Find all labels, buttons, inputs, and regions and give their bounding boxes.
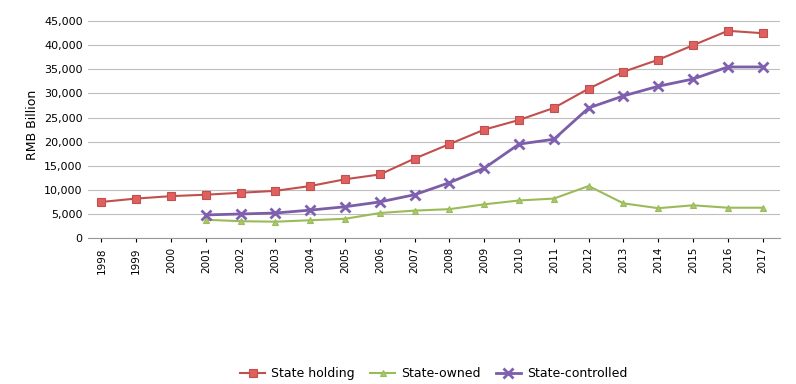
- State-owned: [654, 206, 663, 210]
- Line: State-controlled: State-controlled: [201, 62, 767, 220]
- State-owned: [306, 218, 315, 223]
- Legend: State holding, State-owned, State-controlled: State holding, State-owned, State-contro…: [235, 362, 633, 384]
- State holding: [479, 127, 489, 132]
- State-controlled: [236, 212, 245, 216]
- State-owned: [618, 201, 628, 206]
- State-controlled: [689, 77, 698, 81]
- State-controlled: [723, 65, 732, 69]
- State holding: [689, 43, 698, 48]
- State holding: [341, 177, 350, 182]
- State holding: [410, 156, 419, 161]
- State-controlled: [201, 213, 211, 217]
- State-owned: [584, 184, 594, 188]
- State holding: [549, 106, 559, 110]
- State holding: [375, 172, 384, 177]
- State-owned: [689, 203, 698, 208]
- State-controlled: [618, 94, 628, 98]
- State-controlled: [654, 84, 663, 89]
- State-owned: [479, 202, 489, 207]
- State holding: [271, 189, 280, 193]
- State-owned: [410, 208, 419, 213]
- State-owned: [201, 217, 211, 222]
- State-controlled: [514, 142, 524, 146]
- State holding: [758, 31, 767, 35]
- State holding: [131, 196, 141, 201]
- State-owned: [271, 219, 280, 224]
- State-owned: [341, 217, 350, 221]
- State-controlled: [584, 106, 594, 110]
- State holding: [618, 70, 628, 74]
- State-owned: [236, 219, 245, 223]
- State-controlled: [375, 200, 384, 204]
- State holding: [236, 190, 245, 195]
- State holding: [723, 28, 732, 33]
- Line: State-owned: State-owned: [202, 182, 767, 225]
- State-owned: [758, 205, 767, 210]
- State-owned: [375, 211, 384, 215]
- State-owned: [445, 207, 455, 212]
- State-controlled: [410, 192, 419, 197]
- State holding: [306, 184, 315, 188]
- State holding: [584, 86, 594, 91]
- State-owned: [514, 198, 524, 203]
- State holding: [654, 58, 663, 62]
- State-controlled: [271, 211, 280, 215]
- State-controlled: [549, 137, 559, 142]
- State-owned: [723, 205, 732, 210]
- State-controlled: [341, 204, 350, 209]
- State holding: [514, 118, 524, 122]
- State-controlled: [479, 166, 489, 170]
- Y-axis label: RMB Billion: RMB Billion: [25, 90, 38, 160]
- Line: State holding: State holding: [97, 26, 767, 206]
- State holding: [445, 142, 455, 146]
- State holding: [96, 200, 106, 204]
- State holding: [201, 192, 211, 197]
- State-owned: [549, 196, 559, 201]
- State-controlled: [445, 180, 455, 185]
- State-controlled: [306, 208, 315, 212]
- State holding: [166, 194, 176, 199]
- State-controlled: [758, 65, 767, 69]
